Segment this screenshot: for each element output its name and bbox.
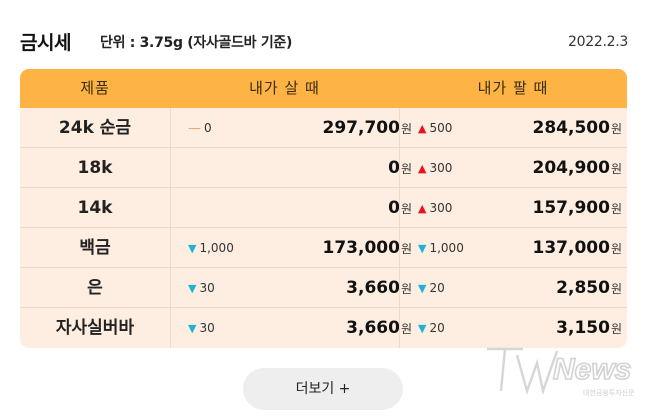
column-header-sell: 내가 팔 때 (477, 79, 549, 97)
buy-price: 0원 (190, 188, 412, 228)
more-button[interactable]: 더보기 + (243, 368, 403, 410)
row-divider (20, 147, 627, 148)
sell-change: ▼ 1,000 (418, 228, 464, 268)
sell-price: 157,900원 (420, 188, 622, 228)
sell-change-value: 300 (429, 201, 453, 215)
buy-price: 173,000원 (190, 228, 412, 268)
sell-price-value: 157,900 (532, 198, 610, 218)
currency-unit: 원 (610, 282, 622, 296)
buy-price-value: 297,700 (322, 118, 400, 138)
buy-change: —0 (188, 108, 212, 148)
unit-note: 단위 : 3.75g (자사골드바 기준) (100, 35, 293, 51)
gold-price-table: 제품 내가 살 때 내가 팔 때 24k 순금 —0 297,700원 ▲ 500 284… (20, 69, 627, 348)
up-arrow-icon: ▲ (418, 202, 427, 215)
currency-unit: 원 (610, 322, 622, 336)
table-row: 은 ▼ 30 3,660원 ▼ 20 2,850원 (20, 268, 627, 308)
sell-change-value: 20 (429, 321, 445, 335)
table-row: 백금 ▼ 1,000 173,000원 ▼ 1,000 137,000원 (20, 228, 627, 268)
sell-change: ▼ 20 (418, 308, 445, 348)
sell-change: ▲ 300 (418, 148, 452, 188)
sell-price: 137,000원 (420, 228, 622, 268)
currency-unit: 원 (610, 162, 622, 176)
buy-price-value: 3,660 (346, 318, 400, 338)
twnews-watermark-logo: News 대한금융투자신문 (483, 333, 648, 403)
buy-change: ▼ 30 (188, 308, 215, 348)
sell-change-value: 300 (429, 161, 453, 175)
product-name: 자사실버바 (55, 318, 135, 338)
buy-price-value: 173,000 (322, 238, 400, 258)
table-row: 14k 0원 ▲ 300 157,900원 (20, 188, 627, 228)
buy-change-value: 30 (199, 281, 215, 295)
currency-unit: 원 (400, 322, 412, 336)
down-arrow-icon: ▼ (188, 242, 197, 255)
currency-unit: 원 (400, 122, 412, 136)
product-name: 18k (77, 158, 113, 178)
row-divider (20, 267, 627, 268)
up-arrow-icon: ▲ (418, 122, 427, 135)
currency-unit: 원 (400, 242, 412, 256)
down-arrow-icon: ▼ (188, 282, 197, 295)
sell-change: ▲ 300 (418, 188, 452, 228)
buy-change-value: 0 (204, 121, 212, 135)
price-date: 2022.2.3 (568, 34, 628, 50)
down-arrow-icon: ▼ (418, 282, 427, 295)
currency-unit: 원 (400, 162, 412, 176)
sell-price-value: 3,150 (556, 318, 610, 338)
down-arrow-icon: ▼ (188, 322, 197, 335)
sell-price: 2,850원 (420, 268, 622, 308)
buy-price: 3,660원 (190, 308, 412, 348)
product-name: 은 (87, 278, 103, 298)
page-header: 금시세 단위 : 3.75g (자사골드바 기준) 2022.2.3 (20, 28, 628, 58)
buy-change-value: 1,000 (199, 241, 234, 255)
currency-unit: 원 (610, 122, 622, 136)
buy-change: ▼ 1,000 (188, 228, 234, 268)
column-divider (170, 108, 171, 348)
sell-change-value: 20 (429, 281, 445, 295)
sell-change: ▼ 20 (418, 268, 445, 308)
page-title: 금시세 (20, 32, 71, 54)
product-name: 24k 순금 (58, 118, 132, 138)
sell-price-value: 2,850 (556, 278, 610, 298)
row-divider (20, 307, 627, 308)
product-name: 백금 (79, 238, 111, 258)
table-header: 제품 내가 살 때 내가 팔 때 (20, 69, 627, 108)
watermark-tagline: 대한금융투자신문 (583, 388, 635, 397)
column-divider (399, 108, 400, 348)
sell-change: ▲ 500 (418, 108, 452, 148)
column-header-product: 제품 (80, 79, 110, 97)
buy-price-value: 3,660 (346, 278, 400, 298)
no-change-icon: — (188, 121, 201, 136)
buy-change: ▼ 30 (188, 268, 215, 308)
svg-text:News: News (553, 353, 631, 386)
currency-unit: 원 (610, 202, 622, 216)
buy-price-value: 0 (388, 198, 400, 218)
currency-unit: 원 (400, 282, 412, 296)
table-row: 자사실버바 ▼ 30 3,660원 ▼ 20 3,150원 (20, 308, 627, 348)
product-name: 14k (77, 198, 113, 218)
currency-unit: 원 (400, 202, 412, 216)
buy-change-value: 30 (199, 321, 215, 335)
row-divider (20, 227, 627, 228)
column-header-buy: 내가 살 때 (249, 79, 320, 97)
sell-price-value: 284,500 (532, 118, 610, 138)
buy-price: 0원 (190, 148, 412, 188)
sell-price: 3,150원 (420, 308, 622, 348)
buy-price-value: 0 (388, 158, 400, 178)
up-arrow-icon: ▲ (418, 162, 427, 175)
sell-change-value: 1,000 (429, 241, 464, 255)
table-row: 18k 0원 ▲ 300 204,900원 (20, 148, 627, 188)
down-arrow-icon: ▼ (418, 322, 427, 335)
sell-price-value: 204,900 (532, 158, 610, 178)
sell-price: 204,900원 (420, 148, 622, 188)
sell-price-value: 137,000 (532, 238, 610, 258)
row-divider (20, 187, 627, 188)
down-arrow-icon: ▼ (418, 242, 427, 255)
buy-price: 3,660원 (190, 268, 412, 308)
buy-price: 297,700원 (190, 108, 412, 148)
sell-price: 284,500원 (420, 108, 622, 148)
table-row: 24k 순금 —0 297,700원 ▲ 500 284,500원 (20, 108, 627, 148)
currency-unit: 원 (610, 242, 622, 256)
sell-change-value: 500 (429, 121, 453, 135)
